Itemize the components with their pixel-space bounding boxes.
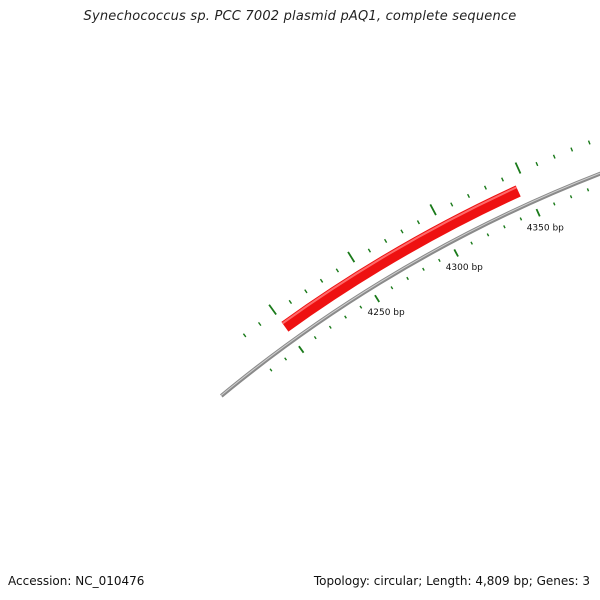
outer-minor-tick [552,154,556,159]
gene-arc-shine-1 [281,186,517,325]
bp-tick-label: 4250 bp [368,308,405,318]
outer-minor-tick [335,268,340,273]
inner-minor-tick [569,195,573,199]
bp-tick-label: 4300 bp [446,263,483,273]
topology-summary: Topology: circular; Length: 4,809 bp; Ge… [313,574,590,588]
outer-minor-tick [347,251,356,263]
inner-minor-tick [470,241,473,245]
inner-minor-tick [328,325,332,329]
outer-minor-tick [501,177,504,182]
outer-minor-tick [383,238,388,243]
outer-minor-tick [304,289,308,294]
outer-minor-tick [416,220,420,225]
inner-minor-tick [422,267,425,271]
inner-minor-tick [390,286,394,290]
outer-minor-tick [587,140,591,145]
outer-minor-tick [483,185,487,190]
inner-minor-tick [486,233,490,237]
outer-minor-tick [467,193,471,199]
outer-minor-tick [514,162,522,174]
gene-arc-1 [281,185,521,332]
inner-major-tick [374,294,380,303]
inner-minor-tick [438,258,441,263]
bp-tick-label: 4350 bp [527,223,564,233]
inner-minor-tick [284,357,288,361]
inner-minor-tick [344,315,347,319]
backbone-arc [220,171,600,398]
outer-minor-tick [570,147,574,152]
inner-minor-tick [359,305,363,309]
outer-minor-tick [400,229,404,234]
inner-minor-tick [406,276,409,281]
inner-major-tick [298,345,305,354]
outer-minor-tick [429,204,437,216]
map-title: Synechococcus sp. PCC 7002 plasmid pAQ1,… [83,9,517,24]
accession-text: Accession: NC_010476 [8,574,145,588]
inner-major-tick [535,208,541,217]
outer-minor-tick [319,278,324,283]
backbone-highlight [220,172,600,396]
outer-minor-tick [268,304,277,316]
inner-minor-tick [503,225,506,229]
outer-minor-tick [535,161,539,167]
inner-minor-tick [269,368,273,372]
outer-minor-tick [257,321,262,327]
outer-minor-tick [288,299,293,305]
outer-minor-tick [367,248,372,253]
inner-minor-tick [553,202,556,206]
outer-minor-tick [242,333,247,338]
inner-major-tick [453,249,459,257]
inner-minor-tick [313,335,317,340]
outer-minor-tick [450,202,454,207]
inner-minor-tick [519,217,523,221]
inner-minor-tick [586,188,590,192]
